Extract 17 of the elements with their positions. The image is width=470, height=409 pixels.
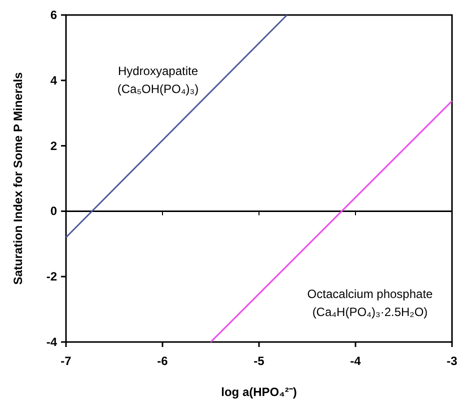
y-axis-title: Saturation Index for Some P Minerals — [11, 72, 25, 285]
y-tick-label: 4 — [50, 73, 58, 88]
x-tick-label: -5 — [254, 354, 265, 368]
text: Octacalcium phosphate — [307, 287, 434, 301]
x-tick-label: -3 — [446, 354, 458, 368]
y-tick-label: 2 — [50, 138, 58, 153]
y-tick-label: 6 — [50, 8, 58, 22]
y-tick-label: -4 — [46, 335, 58, 349]
series-label: Hydroxyapatite — [118, 64, 198, 78]
y-tick-label: 0 — [50, 204, 58, 218]
y-tick-label: -2 — [46, 270, 58, 284]
annotation: (Ca₄H(PO₄)₃·2.5H₂O) — [312, 305, 428, 319]
x-tick-label: -6 — [157, 354, 168, 368]
x-tick-label: -4 — [350, 354, 362, 368]
x-axis-title: log a(HPO₄²⁻) — [221, 385, 297, 399]
annotation: (Ca₅OH(PO₄)₃) — [117, 82, 199, 96]
x-tick-label: -7 — [60, 354, 72, 368]
